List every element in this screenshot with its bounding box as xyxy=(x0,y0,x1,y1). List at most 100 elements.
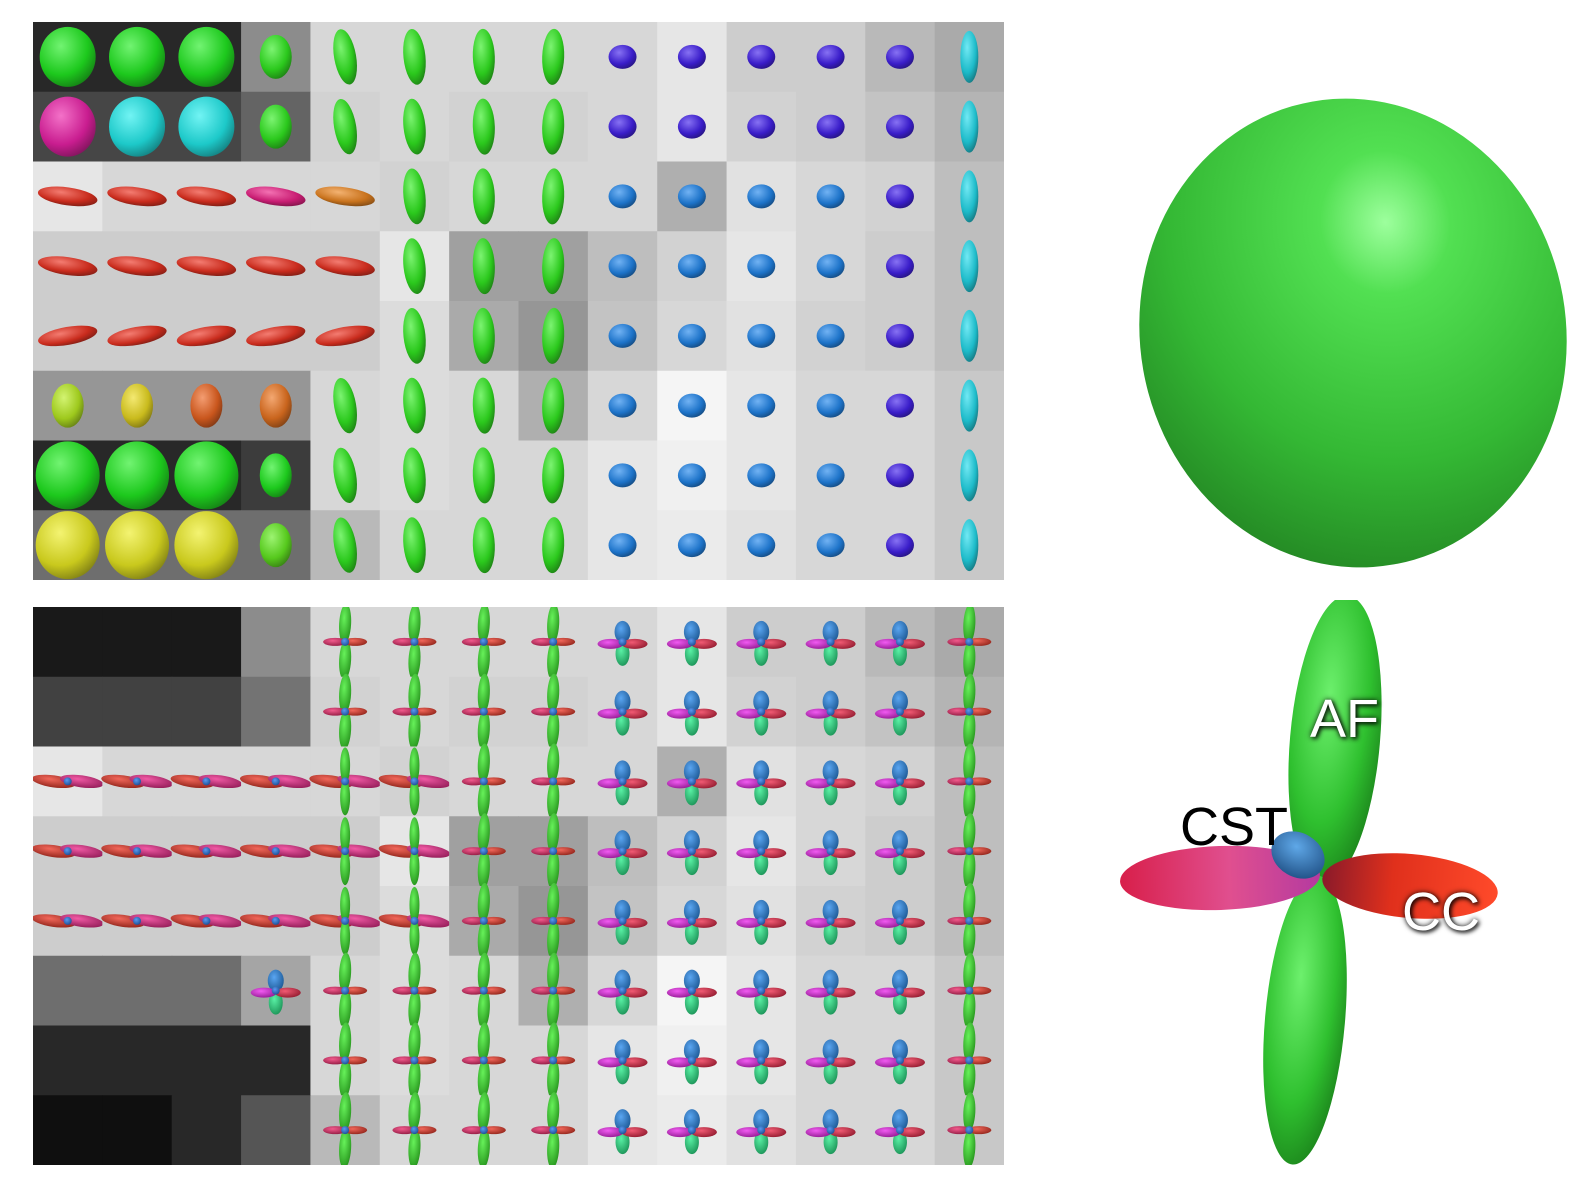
fod-lobe xyxy=(684,851,699,876)
fod-lobe xyxy=(551,986,576,995)
fod-lobe xyxy=(323,1126,348,1135)
fod-lobe xyxy=(666,708,693,719)
fod-lobe xyxy=(547,952,560,993)
tensor-glyph xyxy=(472,98,495,155)
fod-lobe xyxy=(690,1057,717,1068)
tensor-glyph xyxy=(333,447,357,504)
fod-lobe xyxy=(690,987,717,998)
fod-lobe xyxy=(690,848,717,859)
fod-lobe xyxy=(666,987,693,998)
fod-lobe xyxy=(753,1039,770,1062)
fod-lobe xyxy=(666,778,693,789)
fod-lobe xyxy=(597,778,624,789)
fod-lobe xyxy=(823,641,838,666)
tensor-glyph xyxy=(403,168,426,225)
fod-lobe xyxy=(477,849,490,890)
fod-lobe xyxy=(615,1060,630,1085)
fod-core xyxy=(271,916,280,925)
fod-core xyxy=(757,986,766,995)
fod-lobe xyxy=(621,638,648,649)
tensor-glyph xyxy=(472,28,495,85)
fod-lobe xyxy=(822,969,839,992)
grid-cell xyxy=(241,1025,311,1096)
tensor-glyph xyxy=(403,517,426,573)
fod-lobe xyxy=(823,711,838,736)
fod-core xyxy=(410,986,419,995)
fod-lobe xyxy=(963,607,976,644)
tensor-glyph xyxy=(816,463,845,488)
fod-lobe xyxy=(412,986,437,995)
tensor-glyph xyxy=(747,393,776,418)
fod-lobe xyxy=(547,743,560,784)
fod-core xyxy=(618,707,627,716)
grid-cell xyxy=(33,955,103,1026)
fod-lobe xyxy=(963,639,976,680)
tensor-glyph xyxy=(960,449,979,502)
fod-lobe xyxy=(597,708,624,719)
fod-lobe xyxy=(481,777,506,786)
fod-lobe xyxy=(343,986,368,995)
fod-core xyxy=(479,777,488,786)
fod-core xyxy=(618,847,627,856)
fod-lobe xyxy=(339,673,352,714)
fod-lobe xyxy=(736,778,763,789)
fod-lobe xyxy=(614,760,631,783)
fod-lobe xyxy=(892,1060,907,1085)
fod-lobe xyxy=(947,1126,972,1135)
fod-core xyxy=(757,1126,766,1135)
fod-lobe xyxy=(898,848,925,859)
fod-core xyxy=(687,986,696,995)
fod-lobe xyxy=(392,986,417,995)
fod-lobe xyxy=(477,743,490,784)
fod-core xyxy=(202,916,211,925)
grid-cell xyxy=(102,1025,173,1096)
fod-core xyxy=(410,847,419,856)
fod-core xyxy=(895,847,904,856)
fod-lobe xyxy=(829,1127,856,1138)
tensor-glyph xyxy=(816,533,845,558)
fod-lobe xyxy=(822,760,839,783)
grid-cell xyxy=(33,1025,103,1096)
fod-lobe xyxy=(547,673,560,714)
fod-core xyxy=(687,707,696,716)
fod-lobe xyxy=(666,638,693,649)
fod-lobe xyxy=(408,709,421,750)
tensor-glyph xyxy=(960,240,979,293)
fod-lobe xyxy=(829,1057,856,1068)
tensor-glyph xyxy=(107,186,167,207)
fod-lobe xyxy=(477,639,490,680)
fod-lobe xyxy=(547,607,560,644)
fod-lobe xyxy=(684,781,699,806)
tensor-glyph xyxy=(259,34,292,79)
fod-lobe xyxy=(753,830,770,853)
fod-lobe xyxy=(892,711,907,736)
fod-lobe xyxy=(684,1060,699,1085)
fod-lobe xyxy=(754,990,769,1015)
fod-core xyxy=(965,916,974,925)
fod-core xyxy=(410,637,419,646)
tensor-glyph xyxy=(109,96,166,157)
fod-lobe xyxy=(967,986,992,995)
fod-lobe xyxy=(268,990,283,1015)
tensor-glyph xyxy=(885,463,914,488)
fod-lobe xyxy=(531,777,556,786)
fod-core xyxy=(826,637,835,646)
fod-lobe xyxy=(874,1127,901,1138)
fod-lobe xyxy=(823,990,838,1015)
fod-lobe xyxy=(615,781,630,806)
fod-lobe xyxy=(690,1127,717,1138)
tensor-glyph xyxy=(747,44,776,69)
fod-lobe xyxy=(408,952,421,993)
fod-lobe xyxy=(753,620,770,643)
fod-lobe xyxy=(874,778,901,789)
fod-lobe xyxy=(892,781,907,806)
fod-lobe xyxy=(690,708,717,719)
fod-lobe xyxy=(597,1127,624,1138)
fod-lobe xyxy=(477,918,490,959)
fod-lobe xyxy=(822,690,839,713)
fod-lobe xyxy=(829,778,856,789)
single-tensor-ellipsoid xyxy=(1110,40,1580,580)
tensor-glyph xyxy=(747,184,776,209)
fod-lobe xyxy=(736,848,763,859)
fod-lobe xyxy=(267,914,312,928)
